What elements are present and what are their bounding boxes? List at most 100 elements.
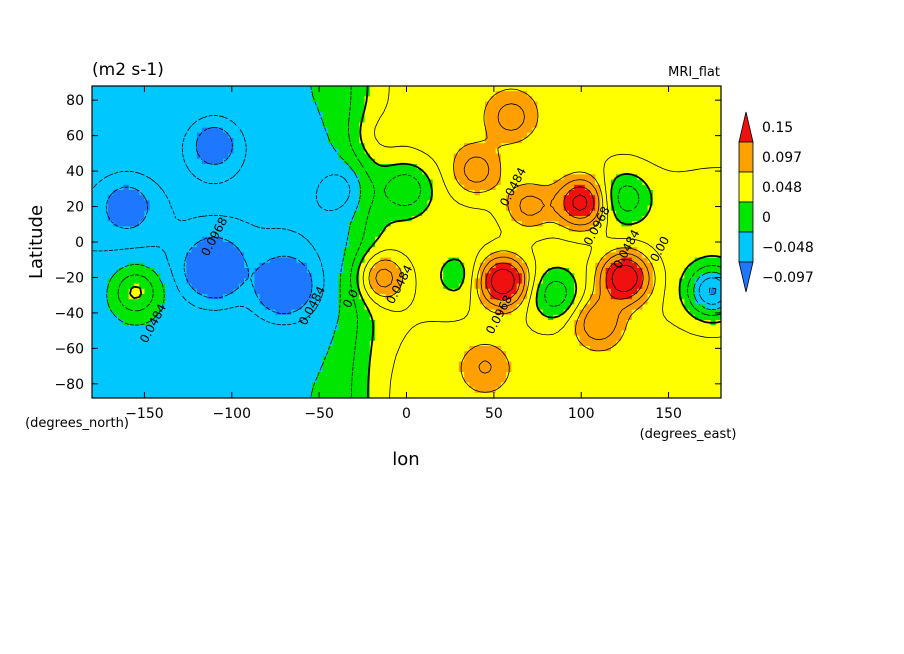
field-cell <box>275 216 282 222</box>
field-cell <box>553 288 559 295</box>
field-cell <box>432 127 439 134</box>
field-cell <box>679 132 685 139</box>
field-cell <box>191 268 198 274</box>
field-cell <box>595 268 601 274</box>
field-cell <box>97 190 103 196</box>
field-cell <box>333 226 339 232</box>
field-cell <box>427 86 434 92</box>
field-cell <box>432 153 439 160</box>
field-cell <box>511 106 517 113</box>
field-cell <box>217 252 224 258</box>
field-cell <box>579 143 586 149</box>
field-cell <box>647 122 654 128</box>
field-cell <box>128 86 135 92</box>
field-cell <box>92 190 98 196</box>
field-cell <box>694 174 701 180</box>
field-cell <box>133 226 140 232</box>
field-cell <box>458 86 465 92</box>
field-cell <box>254 174 261 180</box>
field-cell <box>133 273 140 279</box>
field-cell <box>92 148 98 154</box>
field-cell <box>285 153 292 160</box>
field-cell <box>710 288 717 295</box>
field-cell <box>196 231 203 238</box>
field-cell <box>254 262 261 269</box>
field-cell <box>521 117 528 123</box>
field-cell <box>181 117 187 123</box>
field-cell <box>264 221 271 227</box>
field-cell <box>527 288 533 295</box>
field-cell <box>217 86 224 92</box>
field-cell <box>228 257 234 264</box>
field-cell <box>511 122 517 128</box>
field-cell <box>317 268 324 274</box>
field-cell <box>359 184 365 191</box>
field-cell <box>186 247 192 253</box>
field-cell <box>453 96 460 102</box>
field-cell <box>605 101 612 108</box>
field-cell <box>348 138 355 144</box>
field-cell <box>453 143 460 149</box>
field-cell <box>312 221 318 227</box>
field-cell <box>705 288 711 295</box>
field-cell <box>658 148 664 154</box>
field-cell <box>700 210 706 217</box>
field-cell <box>139 216 145 222</box>
field-cell <box>264 288 271 295</box>
field-cell <box>312 164 318 170</box>
field-cell <box>600 252 607 258</box>
field-cell <box>123 122 130 128</box>
field-cell <box>107 190 114 196</box>
field-cell <box>700 112 706 118</box>
field-cell <box>112 190 119 196</box>
field-cell <box>584 122 591 128</box>
field-cell <box>637 268 643 274</box>
field-cell <box>500 288 507 295</box>
field-cell <box>710 127 717 134</box>
field-cell <box>343 106 350 113</box>
field-cell <box>516 101 523 108</box>
field-cell <box>270 106 276 113</box>
field-cell <box>453 221 460 227</box>
field-cell <box>348 195 355 201</box>
field-cell <box>207 299 213 305</box>
field-cell <box>154 164 161 170</box>
field-cell <box>327 283 334 290</box>
field-cell <box>165 174 172 180</box>
field-cell <box>139 210 145 217</box>
field-cell <box>249 294 255 300</box>
field-cell <box>600 179 607 186</box>
field-cell <box>264 179 271 186</box>
field-cell <box>181 221 187 227</box>
field-cell <box>532 288 538 295</box>
field-cell <box>390 273 397 279</box>
field-cell <box>416 122 423 128</box>
field-cell <box>296 257 303 264</box>
field-cell <box>285 247 292 253</box>
field-cell <box>605 231 612 238</box>
field-cell <box>102 101 109 108</box>
field-cell <box>694 226 701 232</box>
field-cell <box>233 179 240 186</box>
field-cell <box>196 299 203 305</box>
field-cell <box>506 294 512 300</box>
field-cell <box>689 288 696 295</box>
field-cell <box>500 143 507 149</box>
field-cell <box>175 174 182 180</box>
field-cell <box>249 91 255 97</box>
field-cell <box>186 132 192 139</box>
field-cell <box>312 294 318 300</box>
field-cell <box>396 231 402 238</box>
field-cell <box>306 268 313 274</box>
field-cell <box>443 174 449 180</box>
field-cell <box>574 153 580 160</box>
field-cell <box>589 112 596 118</box>
field-cell <box>196 236 203 243</box>
field-cell <box>212 273 219 279</box>
field-cell <box>175 299 182 305</box>
field-cell <box>621 278 628 284</box>
field-cell <box>154 278 161 284</box>
field-cell <box>165 179 172 186</box>
field-cell <box>228 294 234 300</box>
field-cell <box>679 106 685 113</box>
